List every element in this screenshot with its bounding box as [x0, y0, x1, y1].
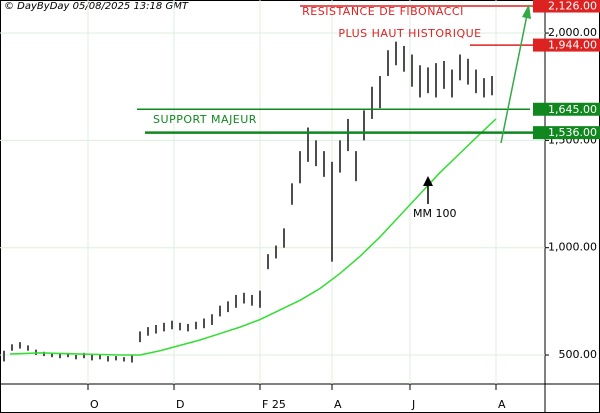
level-label: 1,536.00 [548, 126, 597, 139]
level-text: PLUS HAUT HISTORIQUE [338, 27, 481, 40]
level-label: 2,126.00 [548, 0, 597, 13]
credit: © DayByDay 05/08/2025 13:18 GMT [4, 1, 189, 12]
ma-label: MM 100 [413, 207, 456, 220]
x-tick-label: A [334, 398, 342, 411]
x-tick-label: J [411, 398, 415, 411]
x-tick-label: O [90, 398, 99, 411]
y-tick-label: 2,000.00 [548, 26, 597, 39]
x-tick-label: F 25 [262, 398, 286, 411]
level-text: SUPPORT MAJEUR [153, 113, 257, 126]
level-label: 1,944.00 [548, 39, 597, 52]
y-tick-label: 500.00 [559, 348, 598, 361]
x-tick-label: A [498, 398, 506, 411]
moving-average [9, 118, 497, 356]
trend-arrow-head [522, 4, 531, 19]
level-label: 1,645.00 [548, 103, 597, 116]
y-tick-label: 1,000.00 [548, 241, 597, 254]
trend-arrow [500, 14, 528, 144]
level-box [533, 102, 600, 116]
level-box [533, 126, 600, 140]
level-box [533, 0, 600, 13]
level-box [533, 38, 600, 52]
x-tick-label: D [176, 398, 184, 411]
level-text: RESISTANCE DE FIBONACCI [302, 5, 464, 18]
ma-arrow-head [423, 176, 433, 186]
